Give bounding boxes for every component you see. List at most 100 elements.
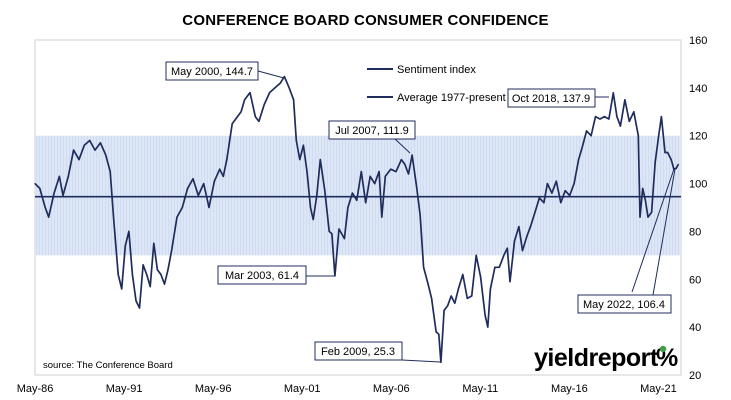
sentiment-point bbox=[457, 288, 459, 290]
sentiment-points bbox=[34, 76, 679, 363]
sentiment-point bbox=[594, 116, 597, 118]
callout-leader-may-2000 bbox=[257, 70, 285, 79]
x-tick-label: May-96 bbox=[195, 383, 232, 395]
sentiment-point bbox=[660, 116, 663, 118]
sentiment-point bbox=[624, 99, 626, 101]
callout-label-oct-2018: Oct 2018, 137.9 bbox=[512, 93, 590, 105]
sentiment-point bbox=[295, 139, 297, 142]
sentiment-point bbox=[306, 171, 308, 173]
sentiment-point bbox=[509, 281, 511, 283]
sentiment-point bbox=[639, 216, 641, 218]
callout-label-mar-2003: Mar 2003, 61.4 bbox=[225, 270, 299, 282]
sentiment-point bbox=[203, 183, 205, 185]
sentiment-point bbox=[644, 199, 647, 201]
sentiment-point bbox=[135, 300, 137, 302]
sentiment-point bbox=[480, 276, 482, 278]
x-tick-label: May-16 bbox=[551, 383, 588, 395]
sentiment-point bbox=[654, 161, 656, 163]
sentiment-point bbox=[487, 326, 489, 328]
sentiment-point bbox=[658, 135, 660, 137]
sentiment-point bbox=[249, 92, 251, 94]
sentiment-point bbox=[105, 154, 107, 156]
sentiment-point bbox=[213, 180, 215, 182]
sentiment-point bbox=[83, 144, 85, 146]
callout-box-mar-2003 bbox=[217, 265, 307, 285]
sentiment-point bbox=[94, 149, 96, 151]
sentiment-point bbox=[498, 266, 500, 268]
callout-may-2022: May 2022, 106.4 bbox=[577, 168, 676, 314]
sentiment-point bbox=[288, 87, 290, 89]
sentiment-point bbox=[309, 206, 312, 209]
sentiment-point bbox=[312, 218, 314, 221]
sentiment-point bbox=[450, 295, 452, 297]
sentiment-point bbox=[192, 178, 194, 180]
callout-box-oct-2018 bbox=[507, 88, 596, 108]
sentiment-point bbox=[62, 194, 64, 197]
sentiment-point bbox=[113, 218, 115, 221]
sentiment-point bbox=[534, 211, 536, 213]
source-note: source: The Conference Board bbox=[43, 360, 173, 371]
sentiment-point bbox=[34, 183, 36, 185]
sentiment-point bbox=[378, 171, 380, 173]
legend-label-sentiment: Sentiment index bbox=[397, 64, 476, 76]
sentiment-point bbox=[443, 309, 445, 311]
callout-label-may-2000: May 2000, 144.7 bbox=[171, 66, 253, 78]
sentiment-point bbox=[356, 199, 358, 201]
sentiment-point bbox=[181, 206, 183, 209]
x-tick-label: May-86 bbox=[17, 383, 54, 395]
callout-leader-may-2022-a bbox=[631, 168, 675, 293]
sentiment-point bbox=[494, 266, 496, 268]
sentiment-point bbox=[171, 250, 173, 252]
sentiment-point bbox=[599, 118, 601, 120]
sentiment-point bbox=[573, 183, 575, 185]
legend-label-average: Average 1977-present bbox=[397, 92, 506, 104]
callouts: May 2000, 144.7 Jul 2007, 111.9 Mar 2003… bbox=[165, 61, 676, 363]
sentiment-point bbox=[506, 247, 508, 249]
sentiment-point bbox=[117, 273, 119, 276]
sentiment-series-line bbox=[34, 75, 680, 364]
y-tick-label: 40 bbox=[689, 322, 701, 334]
sentiment-point bbox=[590, 135, 592, 137]
yieldreport-logo: yieldreport % bbox=[534, 344, 679, 372]
callout-box-jul-2007 bbox=[328, 120, 416, 140]
sentiment-point bbox=[208, 206, 210, 209]
sentiment-point bbox=[642, 187, 644, 189]
callout-jul-2007: Jul 2007, 111.9 bbox=[328, 120, 416, 154]
sentiment-point bbox=[374, 183, 376, 185]
sentiment-point bbox=[167, 269, 169, 271]
sentiment-point bbox=[360, 171, 362, 173]
x-tick-label: May-01 bbox=[284, 383, 321, 395]
y-tick-label: 160 bbox=[689, 35, 707, 47]
sentiment-point bbox=[670, 159, 672, 161]
sentiment-point bbox=[546, 183, 549, 185]
brand-percent-symbol: % bbox=[656, 344, 678, 372]
x-tick-label: May-06 bbox=[373, 383, 410, 395]
sentiment-point bbox=[319, 159, 321, 161]
sentiment-point bbox=[513, 240, 516, 242]
sentiment-point bbox=[555, 180, 557, 182]
callout-feb-2009: Feb 2009, 25.3 bbox=[314, 341, 441, 363]
sentiment-point bbox=[331, 233, 333, 235]
sentiment-point bbox=[608, 118, 610, 120]
sentiment-point bbox=[244, 99, 246, 101]
sentiment-point bbox=[351, 192, 353, 194]
sentiment-point bbox=[89, 139, 91, 142]
sentiment-point bbox=[633, 111, 635, 113]
sentiment-point bbox=[324, 190, 326, 192]
sentiment-point bbox=[219, 168, 221, 170]
sentiment-point bbox=[628, 120, 630, 122]
sentiment-point bbox=[454, 302, 456, 304]
sentiment-point bbox=[423, 266, 425, 268]
sentiment-point bbox=[586, 130, 588, 132]
sentiment-point bbox=[619, 125, 622, 127]
sentiment-point bbox=[58, 175, 61, 177]
sentiment-point bbox=[226, 159, 228, 161]
x-tick-label: May-91 bbox=[106, 383, 143, 395]
sentiment-point bbox=[647, 216, 649, 218]
callout-leader-feb-2009 bbox=[401, 359, 441, 363]
y-tick-label: 80 bbox=[689, 226, 701, 238]
callout-box-feb-2009 bbox=[314, 341, 403, 361]
sentiment-point bbox=[503, 254, 505, 256]
brand-percent-dot bbox=[659, 345, 667, 353]
